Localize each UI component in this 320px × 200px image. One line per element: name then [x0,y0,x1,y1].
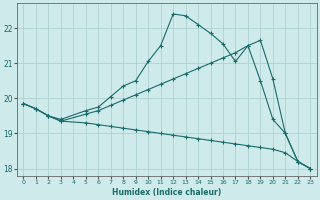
X-axis label: Humidex (Indice chaleur): Humidex (Indice chaleur) [112,188,221,197]
